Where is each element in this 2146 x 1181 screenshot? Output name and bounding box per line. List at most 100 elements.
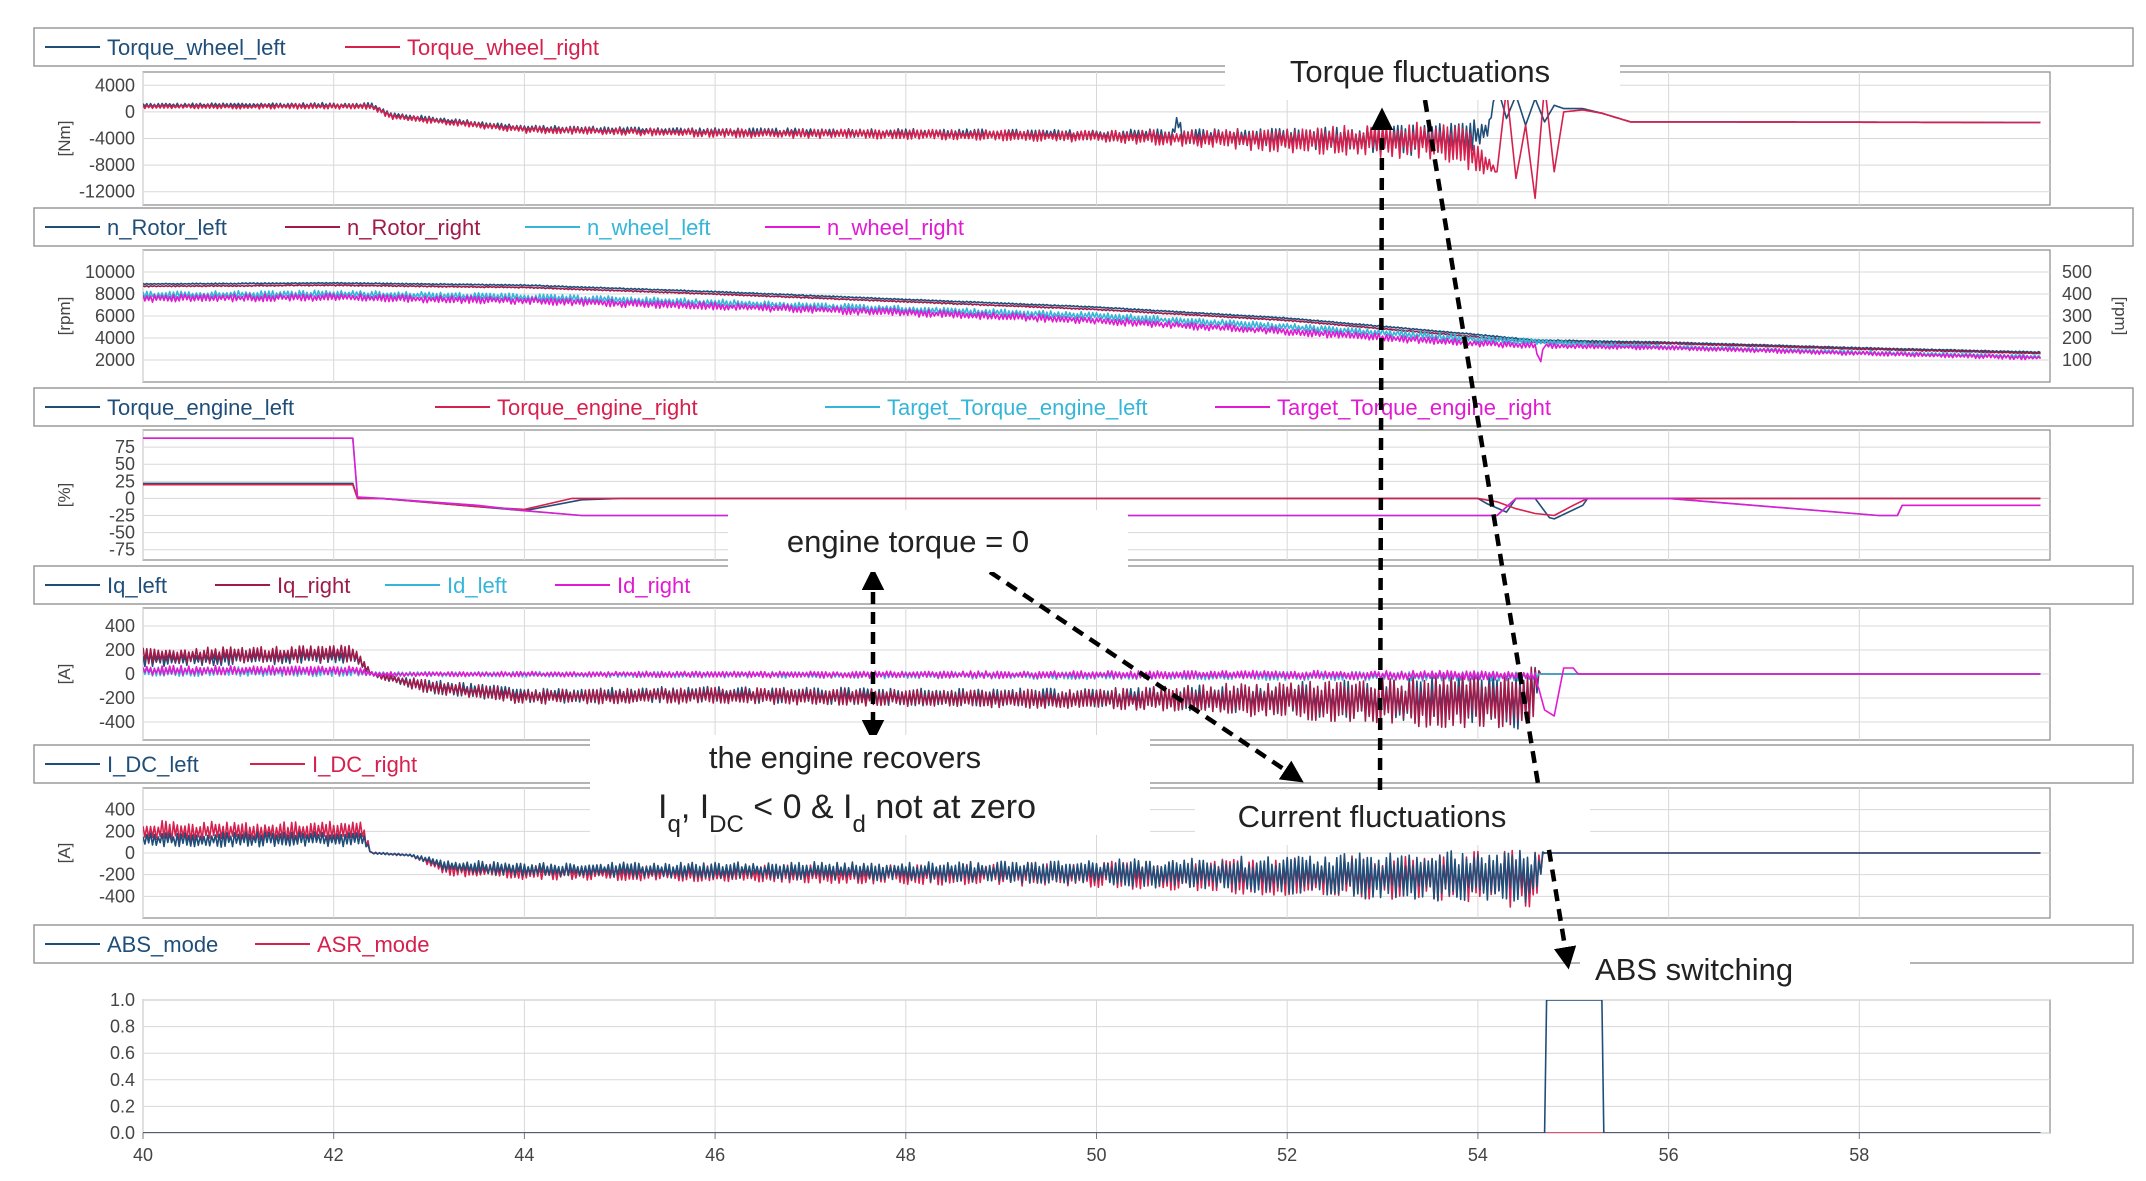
x-tick-label: 46 (705, 1145, 725, 1165)
engine-recovers-label: the engine recovers (709, 740, 981, 775)
series-group (143, 644, 2041, 730)
y-axis-label: [A] (55, 843, 74, 864)
panel-phase-current: Iq_left Iq_right Id_left Id_right 400 200 0 -20… (33, 565, 2134, 741)
torque-fluctuations-box (1225, 50, 1620, 100)
x-tick-label: 54 (1468, 1145, 1488, 1165)
panel-rotor-speed: n_Rotor_left n_Rotor_right n_wheel_left n_w… (33, 207, 2134, 383)
series-line-Id_right (143, 664, 2041, 717)
legend-label: ASR_mode (317, 932, 430, 957)
series-group (143, 819, 2041, 908)
y-tick-label: 0 (125, 664, 135, 684)
y-tick-label: 2000 (95, 350, 135, 370)
series-group (143, 281, 2042, 363)
y-tick-label: 10000 (85, 262, 135, 282)
y-tick-label: 400 (105, 800, 135, 820)
y-right-tick-label: 500 (2062, 262, 2092, 282)
y-tick-label: -8000 (89, 155, 135, 175)
y-tick-label: -400 (99, 712, 135, 732)
legend-label: ABS_mode (107, 932, 218, 957)
series-line-n_Rotor_right (143, 283, 2041, 355)
legend-box (33, 207, 2134, 247)
y-tick-label: -200 (99, 865, 135, 885)
legend-box (33, 565, 2134, 605)
y-tick-label: 8000 (95, 284, 135, 304)
y-tick-label: 0 (125, 102, 135, 122)
legend-label: Target_Torque_engine_left (887, 395, 1148, 420)
y-right-axis-label: [rpm] (2111, 297, 2130, 336)
y-axis-label: [rpm] (55, 297, 74, 336)
y-tick-label: 1.0 (110, 990, 135, 1010)
panel-torque-wheel: Torque_wheel_left Torque_wheel_right 4000 0… (33, 27, 2134, 206)
y-tick-label: 25 (115, 471, 135, 491)
y-tick-label: 200 (105, 640, 135, 660)
series-group (143, 437, 2041, 520)
y-tick-label: 0 (125, 843, 135, 863)
legend-label: Torque_wheel_left (107, 35, 286, 60)
panel-engine-torque: Torque_engine_left Torque_engine_right Tar… (33, 387, 2134, 561)
current-fluctuations-box (1195, 790, 1590, 845)
abs-switching-label: ABS switching (1595, 952, 1793, 987)
y-tick-label: -25 (109, 506, 135, 526)
series-line-n_Rotor_left (143, 281, 2041, 354)
legend-label: Torque_engine_left (107, 395, 294, 420)
y-tick-label: -4000 (89, 129, 135, 149)
arrow-current-to-torque (1370, 107, 1394, 791)
x-tick-label: 44 (514, 1145, 534, 1165)
legend-label: Target_Torque_engine_right (1277, 395, 1551, 420)
x-tick-label: 58 (1849, 1145, 1869, 1165)
y-right-tick-label: 200 (2062, 328, 2092, 348)
legend-label: I_DC_right (312, 752, 417, 777)
panels-layer: Torque_wheel_left Torque_wheel_right40000… (33, 27, 2134, 1143)
legend-label: n_wheel_right (827, 215, 964, 240)
y-right-tick-label: 300 (2062, 306, 2092, 326)
series-line-n_wheel_right (143, 292, 2042, 363)
y-tick-label: 50 (115, 454, 135, 474)
y-axis-label: [A] (55, 664, 74, 685)
x-tick-label: 42 (324, 1145, 344, 1165)
series-line-I_DC_left (143, 831, 2041, 903)
y-tick-label: -50 (109, 523, 135, 543)
legend-label: I_DC_left (107, 752, 199, 777)
y-tick-label: 0.2 (110, 1096, 135, 1116)
y-tick-label: -400 (99, 886, 135, 906)
legend-label: Torque_wheel_right (407, 35, 599, 60)
y-right-tick-label: 400 (2062, 284, 2092, 304)
y-tick-label: 200 (105, 821, 135, 841)
y-tick-label: 0.8 (110, 1017, 135, 1037)
series-line-Torque_wheel_right (143, 84, 2041, 200)
x-tick-label: 56 (1659, 1145, 1679, 1165)
x-tick-label: 48 (896, 1145, 916, 1165)
engine-torque-zero-label: engine torque = 0 (787, 524, 1029, 559)
legend-label: Iq_right (277, 573, 350, 598)
y-tick-label: -75 (109, 540, 135, 560)
y-tick-label: 4000 (95, 328, 135, 348)
legend-label: Iq_left (107, 573, 167, 598)
engine-torque-zero-box (728, 510, 1128, 572)
x-tick-label: 52 (1277, 1145, 1297, 1165)
legend-box (33, 387, 2134, 427)
legend-label: Id_left (447, 573, 507, 598)
y-tick-label: -200 (99, 688, 135, 708)
x-tick-label: 50 (1086, 1145, 1106, 1165)
y-tick-label: 4000 (95, 75, 135, 95)
y-right-tick-label: 100 (2062, 350, 2092, 370)
annotation-labels: Torque fluctuations engine torque = 0 th… (590, 50, 1910, 995)
x-axis: 40 42 44 46 48 50 52 54 56 58 (133, 1133, 1869, 1165)
y-tick-label: 0.0 (110, 1123, 135, 1143)
current-fluctuations-label: Current fluctuations (1238, 799, 1507, 834)
y-tick-label: 0 (125, 488, 135, 508)
y-tick-label: 0.4 (110, 1070, 135, 1090)
x-tick-label: 40 (133, 1145, 153, 1165)
arrow-zero-to-current (988, 570, 1304, 783)
legend-label: n_Rotor_left (107, 215, 227, 240)
series-line-Torque_engine_right (143, 483, 2041, 517)
series-line-Target_Torque_engine_right (143, 437, 2041, 517)
legend-label: n_Rotor_right (347, 215, 480, 240)
legend-label: Torque_engine_right (497, 395, 698, 420)
y-axis-label: [Nm] (55, 121, 74, 157)
legend-label: n_wheel_left (587, 215, 711, 240)
y-axis-label: [%] (55, 483, 74, 508)
abs-switching-box (1580, 940, 1910, 995)
engine-recovers-box (590, 735, 1150, 835)
